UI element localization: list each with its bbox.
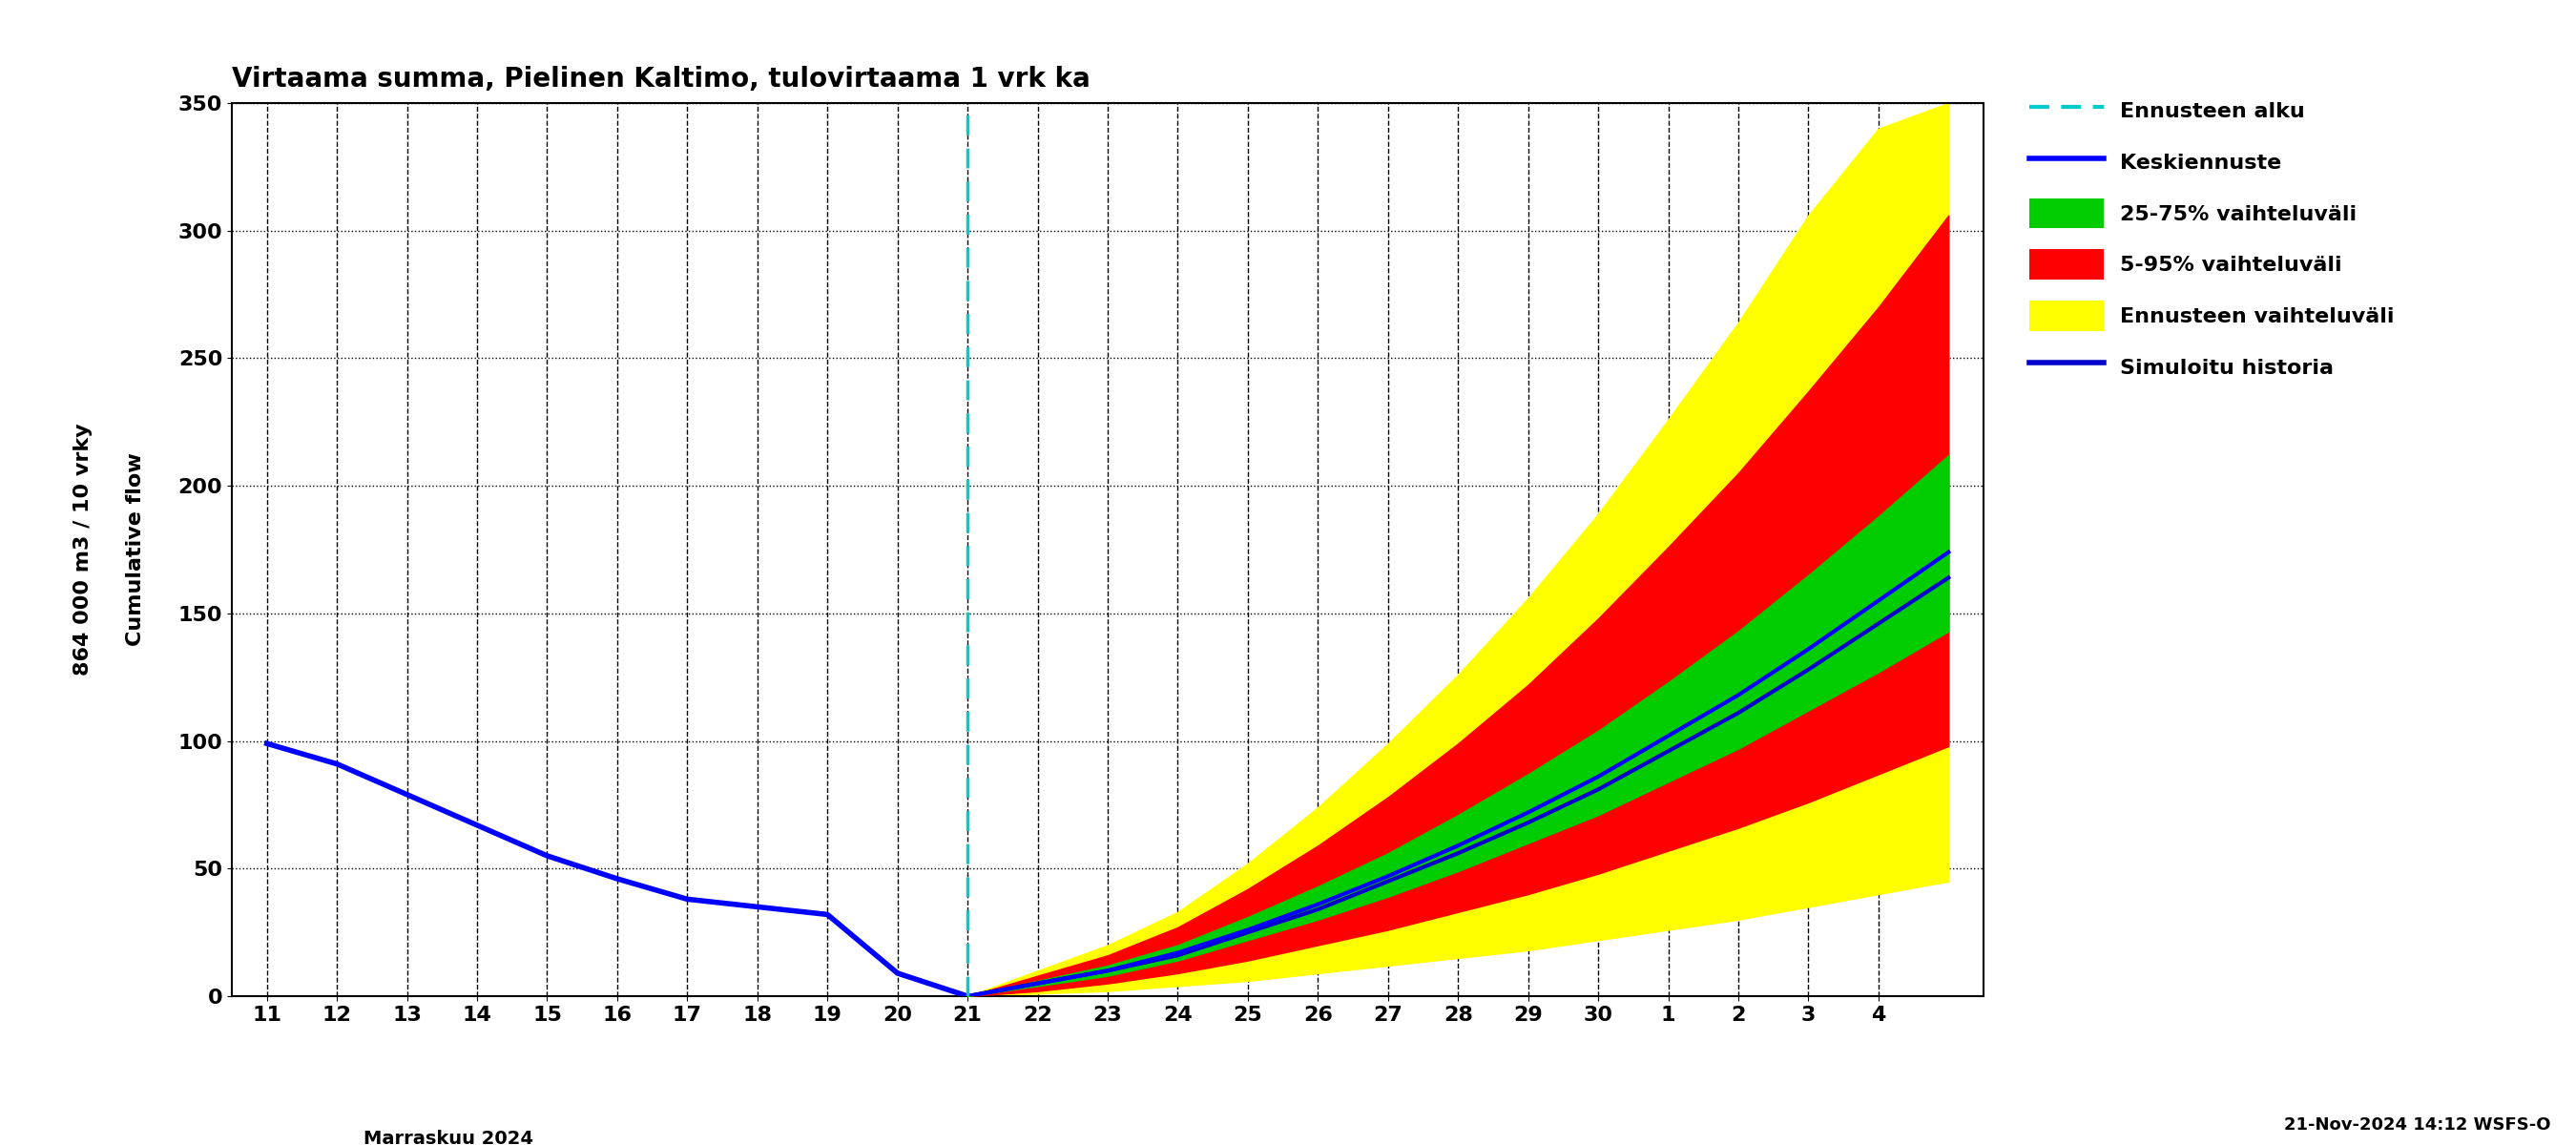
Legend: Ennusteen alku, Keskiennuste, 25-75% vaihteluväli, 5-95% vaihteluväli, Ennusteen: Ennusteen alku, Keskiennuste, 25-75% vai… <box>2030 96 2396 381</box>
Text: 864 000 m3 / 10 vrky: 864 000 m3 / 10 vrky <box>72 424 93 676</box>
Text: 21-Nov-2024 14:12 WSFS-O: 21-Nov-2024 14:12 WSFS-O <box>2282 1116 2550 1134</box>
Text: Virtaama summa, Pielinen Kaltimo, tulovirtaama 1 vrk ka: Virtaama summa, Pielinen Kaltimo, tulovi… <box>232 66 1090 93</box>
Text: Cumulative flow: Cumulative flow <box>126 453 144 646</box>
Text: Marraskuu 2024
November: Marraskuu 2024 November <box>363 1130 533 1145</box>
